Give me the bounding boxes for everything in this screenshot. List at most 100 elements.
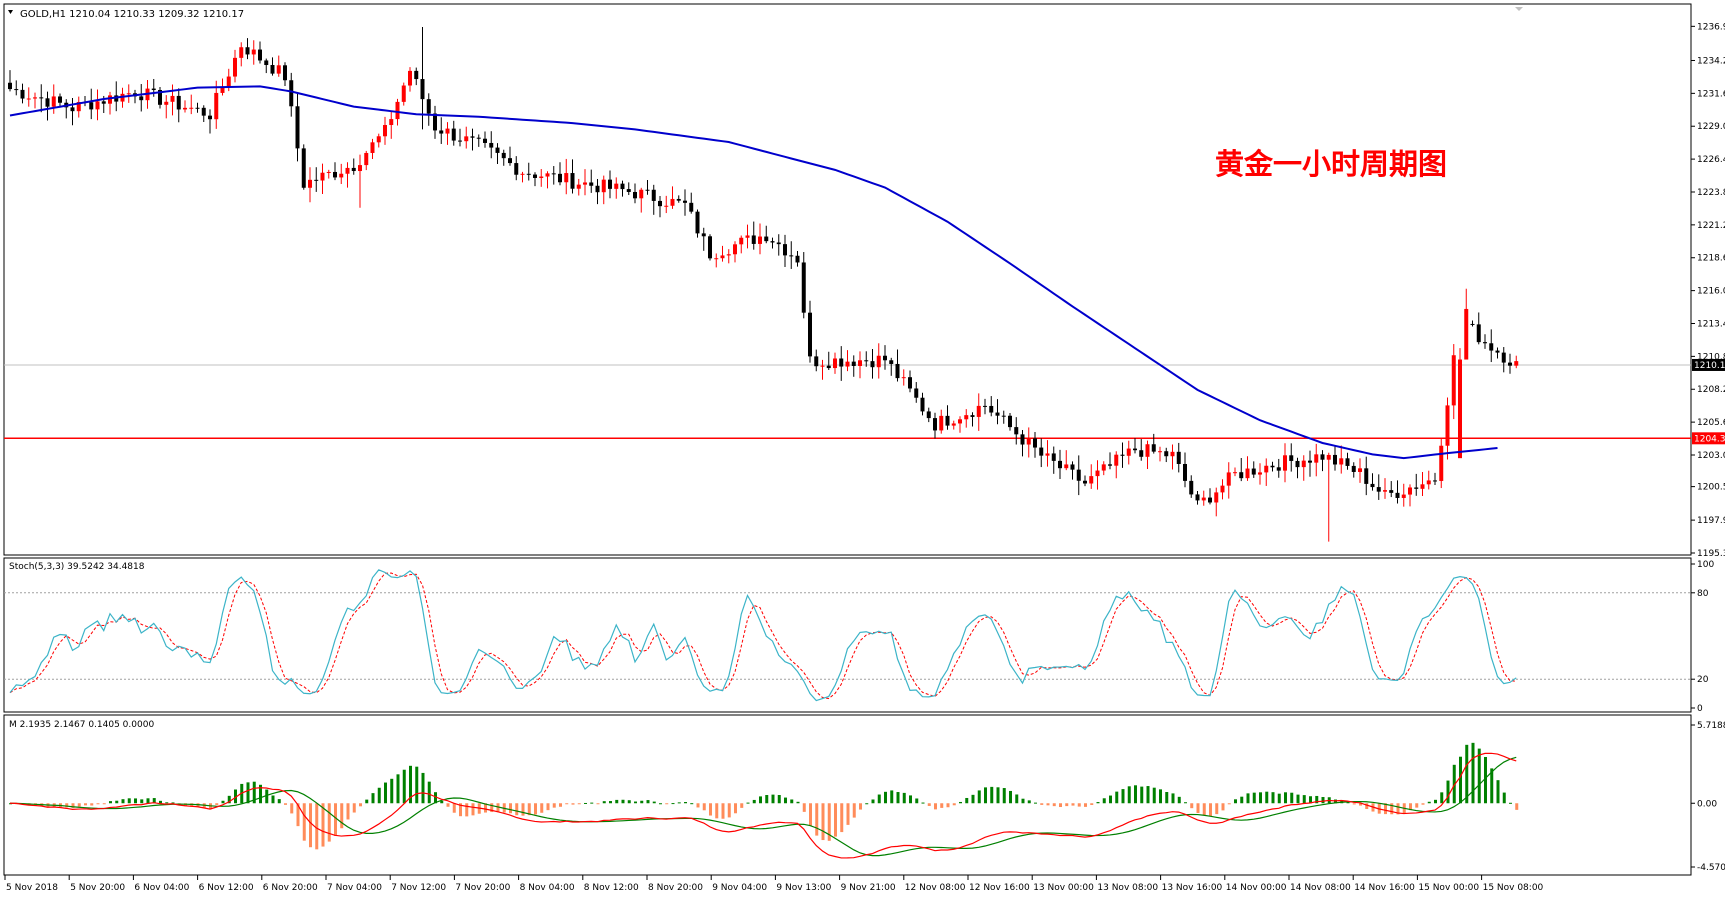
candle-body [195, 107, 200, 109]
candle-body [420, 79, 425, 100]
macd-histogram-bar [327, 803, 331, 842]
candle-body [645, 189, 650, 191]
macd-histogram-bar [1390, 803, 1394, 815]
candle-body [351, 167, 356, 172]
macd-histogram-bar [890, 790, 894, 804]
candle-body [926, 411, 931, 419]
dropdown-triangle-icon[interactable] [8, 10, 13, 14]
price-pane[interactable]: GOLD,H1 1210.04 1210.33 1209.32 1210.17 … [3, 3, 1725, 559]
macd-histogram-bar [959, 801, 962, 804]
macd-histogram-bar [821, 803, 825, 841]
candle-body [464, 136, 469, 142]
candle-body [489, 142, 494, 148]
candle-body [583, 182, 587, 185]
macd-histogram-bar [834, 803, 837, 837]
macd-histogram-bar [584, 802, 587, 804]
stochastic-pane[interactable]: Stoch(5,3,3) 39.5242 34.4818 100 80 20 0 [3, 557, 1714, 714]
macd-histogram-bar [1215, 803, 1219, 815]
macd-histogram-bar [984, 787, 987, 804]
macd-histogram-bar [734, 803, 737, 814]
candle-body [964, 415, 969, 420]
price-tick-label: 1229.05 [1697, 122, 1725, 132]
candle-body [58, 96, 62, 103]
macd-pane[interactable]: M 2.1935 2.1467 0.1405 0.0000 5.7188 0.00… [3, 714, 1725, 876]
macd-histogram-bar [377, 787, 381, 804]
stoch-tick-label: 0 [1697, 704, 1703, 714]
candle-body [620, 183, 625, 190]
price-tick-label: 1223.85 [1697, 188, 1725, 198]
macd-histogram-bar [1446, 780, 1450, 804]
macd-histogram-bar [946, 803, 950, 808]
candle-body [283, 65, 287, 81]
candle-body [208, 115, 212, 120]
macd-histogram-bar [290, 803, 294, 814]
macd-histogram-bar [840, 803, 844, 833]
candle-body [176, 95, 181, 110]
price-tick-label: 1218.65 [1697, 254, 1725, 264]
candle-body [1214, 492, 1219, 503]
macd-histogram-bar [1415, 803, 1419, 808]
candle-body [383, 125, 387, 137]
candle-body [895, 363, 900, 379]
scroll-arrow-icon[interactable] [1515, 7, 1523, 11]
candle-body [1314, 454, 1319, 463]
time-tick-label: 13 Nov 16:00 [1162, 883, 1223, 893]
candle-body [1351, 465, 1356, 472]
candle-body [70, 107, 75, 112]
candle-body [39, 97, 44, 99]
candle-body [1064, 464, 1069, 469]
macd-histogram-bar [509, 803, 512, 814]
macd-histogram-bar [1109, 795, 1112, 804]
macd-histogram-bar [659, 803, 662, 805]
macd-histogram-bar [1296, 794, 1300, 804]
macd-histogram-bar [315, 803, 319, 850]
macd-histogram-bar [1027, 800, 1031, 804]
candle-body [658, 200, 662, 207]
candle-body [1458, 359, 1462, 459]
stoch-tick-label: 20 [1697, 675, 1709, 685]
stoch-tick-label: 80 [1697, 589, 1709, 599]
candle-body [1089, 476, 1094, 484]
candle-body [314, 179, 319, 181]
candle-body [876, 355, 881, 368]
macd-histogram-bar [1021, 798, 1025, 804]
symbol-header: GOLD,H1 1210.04 1210.33 1209.32 1210.17 [20, 9, 244, 20]
candle-body [1076, 469, 1081, 481]
candle-body [45, 98, 50, 107]
stoch-tick-label: 100 [1697, 560, 1714, 570]
macd-histogram-bar [1084, 803, 1087, 807]
macd-histogram-bar [740, 803, 744, 808]
candle-body [1308, 460, 1312, 463]
candle-body [1133, 448, 1137, 451]
macd-histogram-bar [1134, 785, 1137, 804]
candle-body [826, 365, 831, 369]
macd-histogram-bar [1434, 799, 1437, 804]
candle-body [433, 113, 437, 131]
candle-body [1070, 464, 1075, 470]
candle-body [1476, 324, 1481, 343]
candle-body [1320, 454, 1325, 460]
macd-histogram-bar [1165, 791, 1169, 804]
candle-body [1220, 485, 1225, 493]
candle-body [1014, 427, 1019, 435]
price-tick-label: 1197.90 [1697, 516, 1725, 526]
macd-histogram-bar [1459, 756, 1462, 804]
macd-histogram-bar [202, 803, 206, 809]
macd-histogram-bar [277, 799, 281, 804]
candle-body [676, 198, 681, 201]
macd-histogram-bar [540, 803, 544, 813]
macd-histogram-bar [90, 803, 94, 806]
macd-histogram-bar [1246, 793, 1250, 804]
time-tick-label: 12 Nov 08:00 [905, 883, 966, 893]
macd-histogram-bar [559, 803, 562, 807]
candle-body [1276, 467, 1281, 471]
macd-histogram-bar [784, 797, 787, 804]
macd-histogram-bar [1146, 786, 1150, 804]
candle-body [1170, 451, 1175, 457]
candle-body [789, 255, 794, 257]
candle-body [26, 98, 31, 100]
candle-body [889, 360, 894, 364]
macd-histogram-bar [1427, 801, 1431, 804]
candle-body [795, 255, 800, 263]
